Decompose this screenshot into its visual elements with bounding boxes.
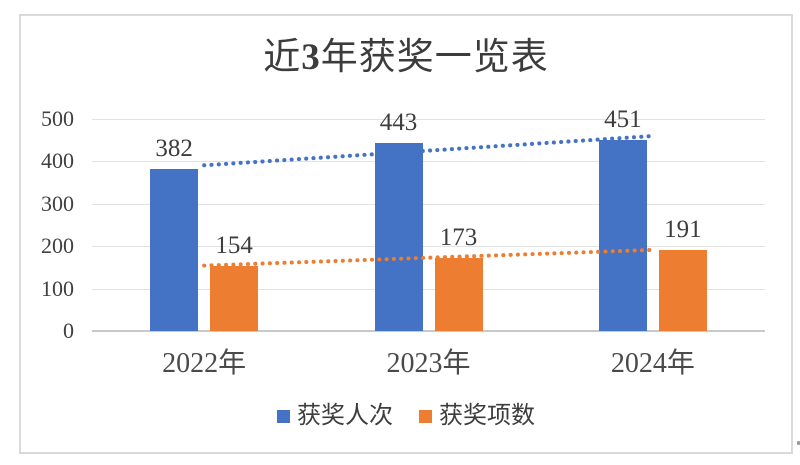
stray-mark — [797, 441, 800, 445]
chart-frame — [19, 14, 793, 454]
chart-title-post: 年获奖一览表 — [320, 37, 549, 78]
legend-swatch-icon — [277, 409, 290, 423]
legend-item-获奖项数: 获奖项数 — [419, 403, 535, 429]
legend: 获奖人次 获奖项数 — [19, 403, 793, 429]
chart-title: 近3年获奖一览表 — [19, 26, 793, 80]
chart-title-pre: 近 — [263, 37, 302, 78]
chart-title-number: 3 — [301, 37, 321, 78]
legend-label: 获奖项数 — [439, 403, 535, 429]
legend-item-获奖人次: 获奖人次 — [277, 403, 393, 429]
legend-swatch-icon — [419, 409, 432, 423]
legend-label: 获奖人次 — [297, 403, 393, 429]
